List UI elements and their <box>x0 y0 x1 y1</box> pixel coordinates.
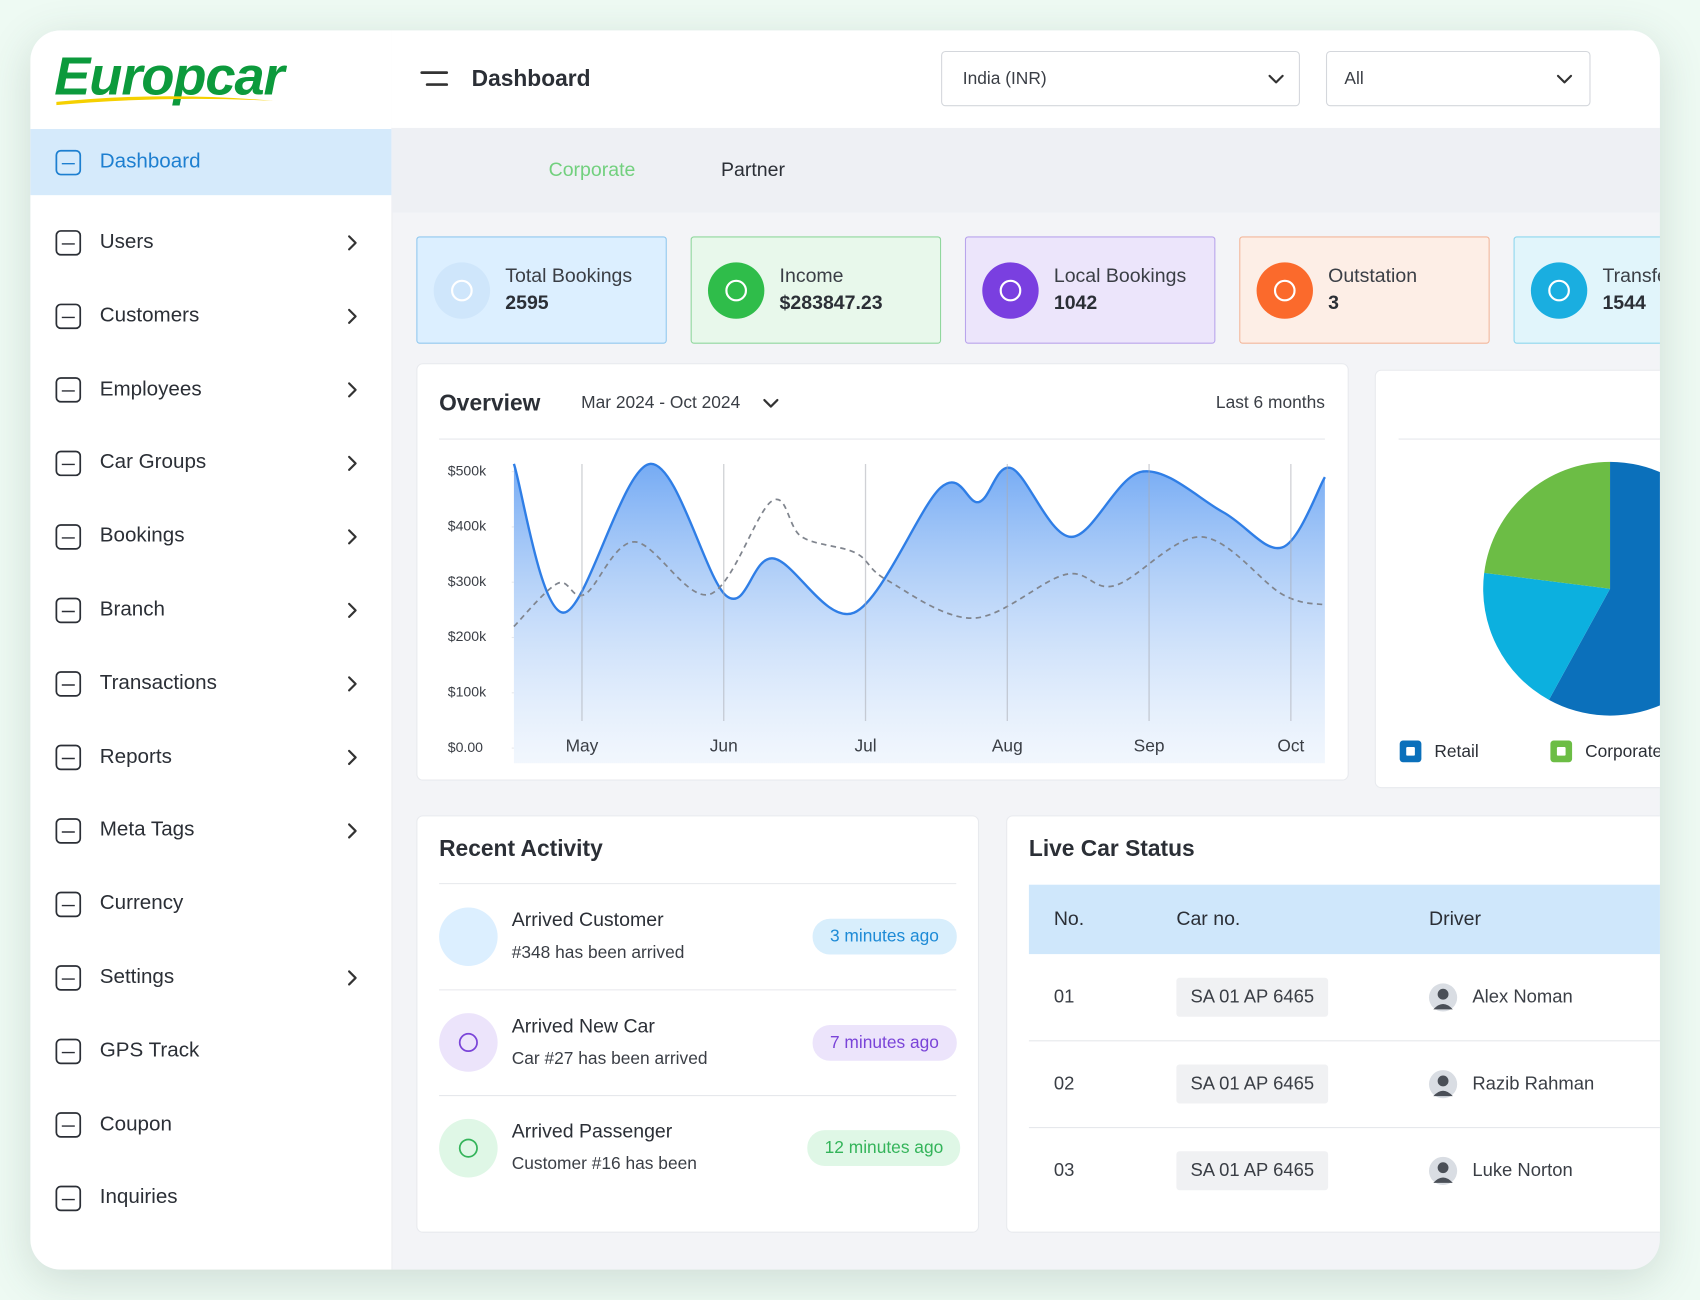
filter-select[interactable] <box>1325 50 1591 107</box>
stat-value: $283847.23 <box>779 291 883 314</box>
activity-title: Arrived Passenger <box>511 1120 673 1142</box>
cell-no: 03 <box>1053 1159 1075 1181</box>
stat-label: Local Bookings <box>1053 264 1187 287</box>
menu-label: GPS Track <box>99 1039 200 1062</box>
menu-label: Dashboard <box>99 150 201 174</box>
activity-time: 3 minutes ago <box>812 918 957 955</box>
stat-card <box>1513 236 1660 344</box>
cell-driver: Alex Noman <box>1472 986 1573 1008</box>
menu-label: Branch <box>99 598 166 621</box>
activity-title: Arrived Customer <box>511 908 664 931</box>
currency-select[interactable] <box>941 50 1300 107</box>
cell-no: 02 <box>1053 1073 1075 1094</box>
menu-label: Currency <box>99 892 184 915</box>
stat-value: 1544 <box>1602 291 1646 314</box>
menu-item[interactable] <box>30 431 391 496</box>
cell-no: 01 <box>1053 986 1075 1008</box>
menu-item[interactable] <box>30 798 391 863</box>
stat-card <box>690 236 942 344</box>
activity-title: Arrived New Car <box>511 1014 655 1037</box>
chart-annotation: Last 6 months <box>1215 394 1325 413</box>
activity-time: 7 minutes ago <box>812 1024 957 1061</box>
stat-label: Income <box>779 264 844 287</box>
cell-car-no: SA 01 AP 6465 <box>1176 977 1329 1018</box>
activity-detail: #348 has been arrived <box>511 943 685 963</box>
app-inner: Europcar Dashboard India (INR) All Dashb… <box>30 30 1660 1270</box>
stat-card <box>416 236 667 344</box>
overview-card <box>416 363 1349 781</box>
cell-car-no: SA 01 AP 6465 <box>1176 1151 1329 1191</box>
table-header: No. <box>1053 907 1085 930</box>
menu-item-active[interactable] <box>30 129 392 196</box>
menu-label: Inquiries <box>99 1186 178 1209</box>
pie-card <box>1374 369 1660 789</box>
menu-label: Meta Tags <box>99 818 195 842</box>
menu-label: Settings <box>99 965 175 989</box>
tab[interactable]: Partner <box>720 158 785 181</box>
activity-detail: Car #27 has been arrived <box>511 1049 708 1068</box>
menu-item[interactable] <box>30 872 391 937</box>
tab[interactable]: Corporate <box>548 158 636 181</box>
menu-item[interactable] <box>30 945 391 1010</box>
cell-driver: Luke Norton <box>1472 1159 1573 1181</box>
currency-value: India (INR) <box>962 69 1047 89</box>
table-header: Car no. <box>1176 907 1241 930</box>
menu-item[interactable] <box>30 725 391 790</box>
menu-label: Customers <box>99 304 200 327</box>
stat-card <box>1239 236 1490 344</box>
menu-item[interactable] <box>30 504 391 569</box>
menu-item[interactable] <box>30 210 391 275</box>
stat-card <box>964 236 1216 344</box>
sidebar <box>30 30 393 1270</box>
menu-label: Coupon <box>99 1112 172 1136</box>
stat-label: Outstation <box>1328 264 1418 287</box>
app-window: Europcar Dashboard India (INR) All Dashb… <box>30 30 1660 1270</box>
cell-car-no: SA 01 AP 6465 <box>1176 1064 1329 1104</box>
menu-item[interactable] <box>30 357 391 422</box>
stat-value: 1042 <box>1053 291 1098 314</box>
table-header: Driver <box>1428 907 1482 930</box>
tab-bar <box>391 127 1660 213</box>
menu-label: Bookings <box>99 524 185 548</box>
menu-item[interactable] <box>30 578 391 643</box>
filter-value: All <box>1344 69 1364 89</box>
table-header-band <box>1028 884 1660 955</box>
card-title: Live Car Status <box>1028 836 1195 862</box>
stat-label: Transfers <box>1602 264 1659 287</box>
menu-label: Users <box>99 230 154 254</box>
menu-item[interactable] <box>30 284 391 349</box>
menu-item[interactable] <box>30 1019 391 1084</box>
activity-time: 12 minutes ago <box>807 1130 961 1167</box>
stat-value: 3 <box>1328 291 1340 314</box>
activity-detail: Customer #16 has been <box>511 1155 697 1174</box>
menu-label: Employees <box>99 377 202 401</box>
cell-driver: Razib Rahman <box>1472 1073 1595 1094</box>
menu-label: Transactions <box>99 671 217 695</box>
stat-label: Total Bookings <box>505 264 633 287</box>
logo: Europcar <box>54 45 284 107</box>
menu-label: Reports <box>99 745 172 768</box>
menu-item[interactable] <box>30 1092 391 1157</box>
page-title: Dashboard <box>471 66 591 92</box>
card-title: Recent Activity <box>439 836 603 862</box>
menu-label: Car Groups <box>99 451 207 474</box>
chart-range[interactable]: Mar 2024 - Oct 2024 <box>581 394 741 413</box>
chart-title: Overview <box>439 390 541 416</box>
menu-item[interactable] <box>30 1166 391 1231</box>
stat-value: 2595 <box>505 291 549 314</box>
